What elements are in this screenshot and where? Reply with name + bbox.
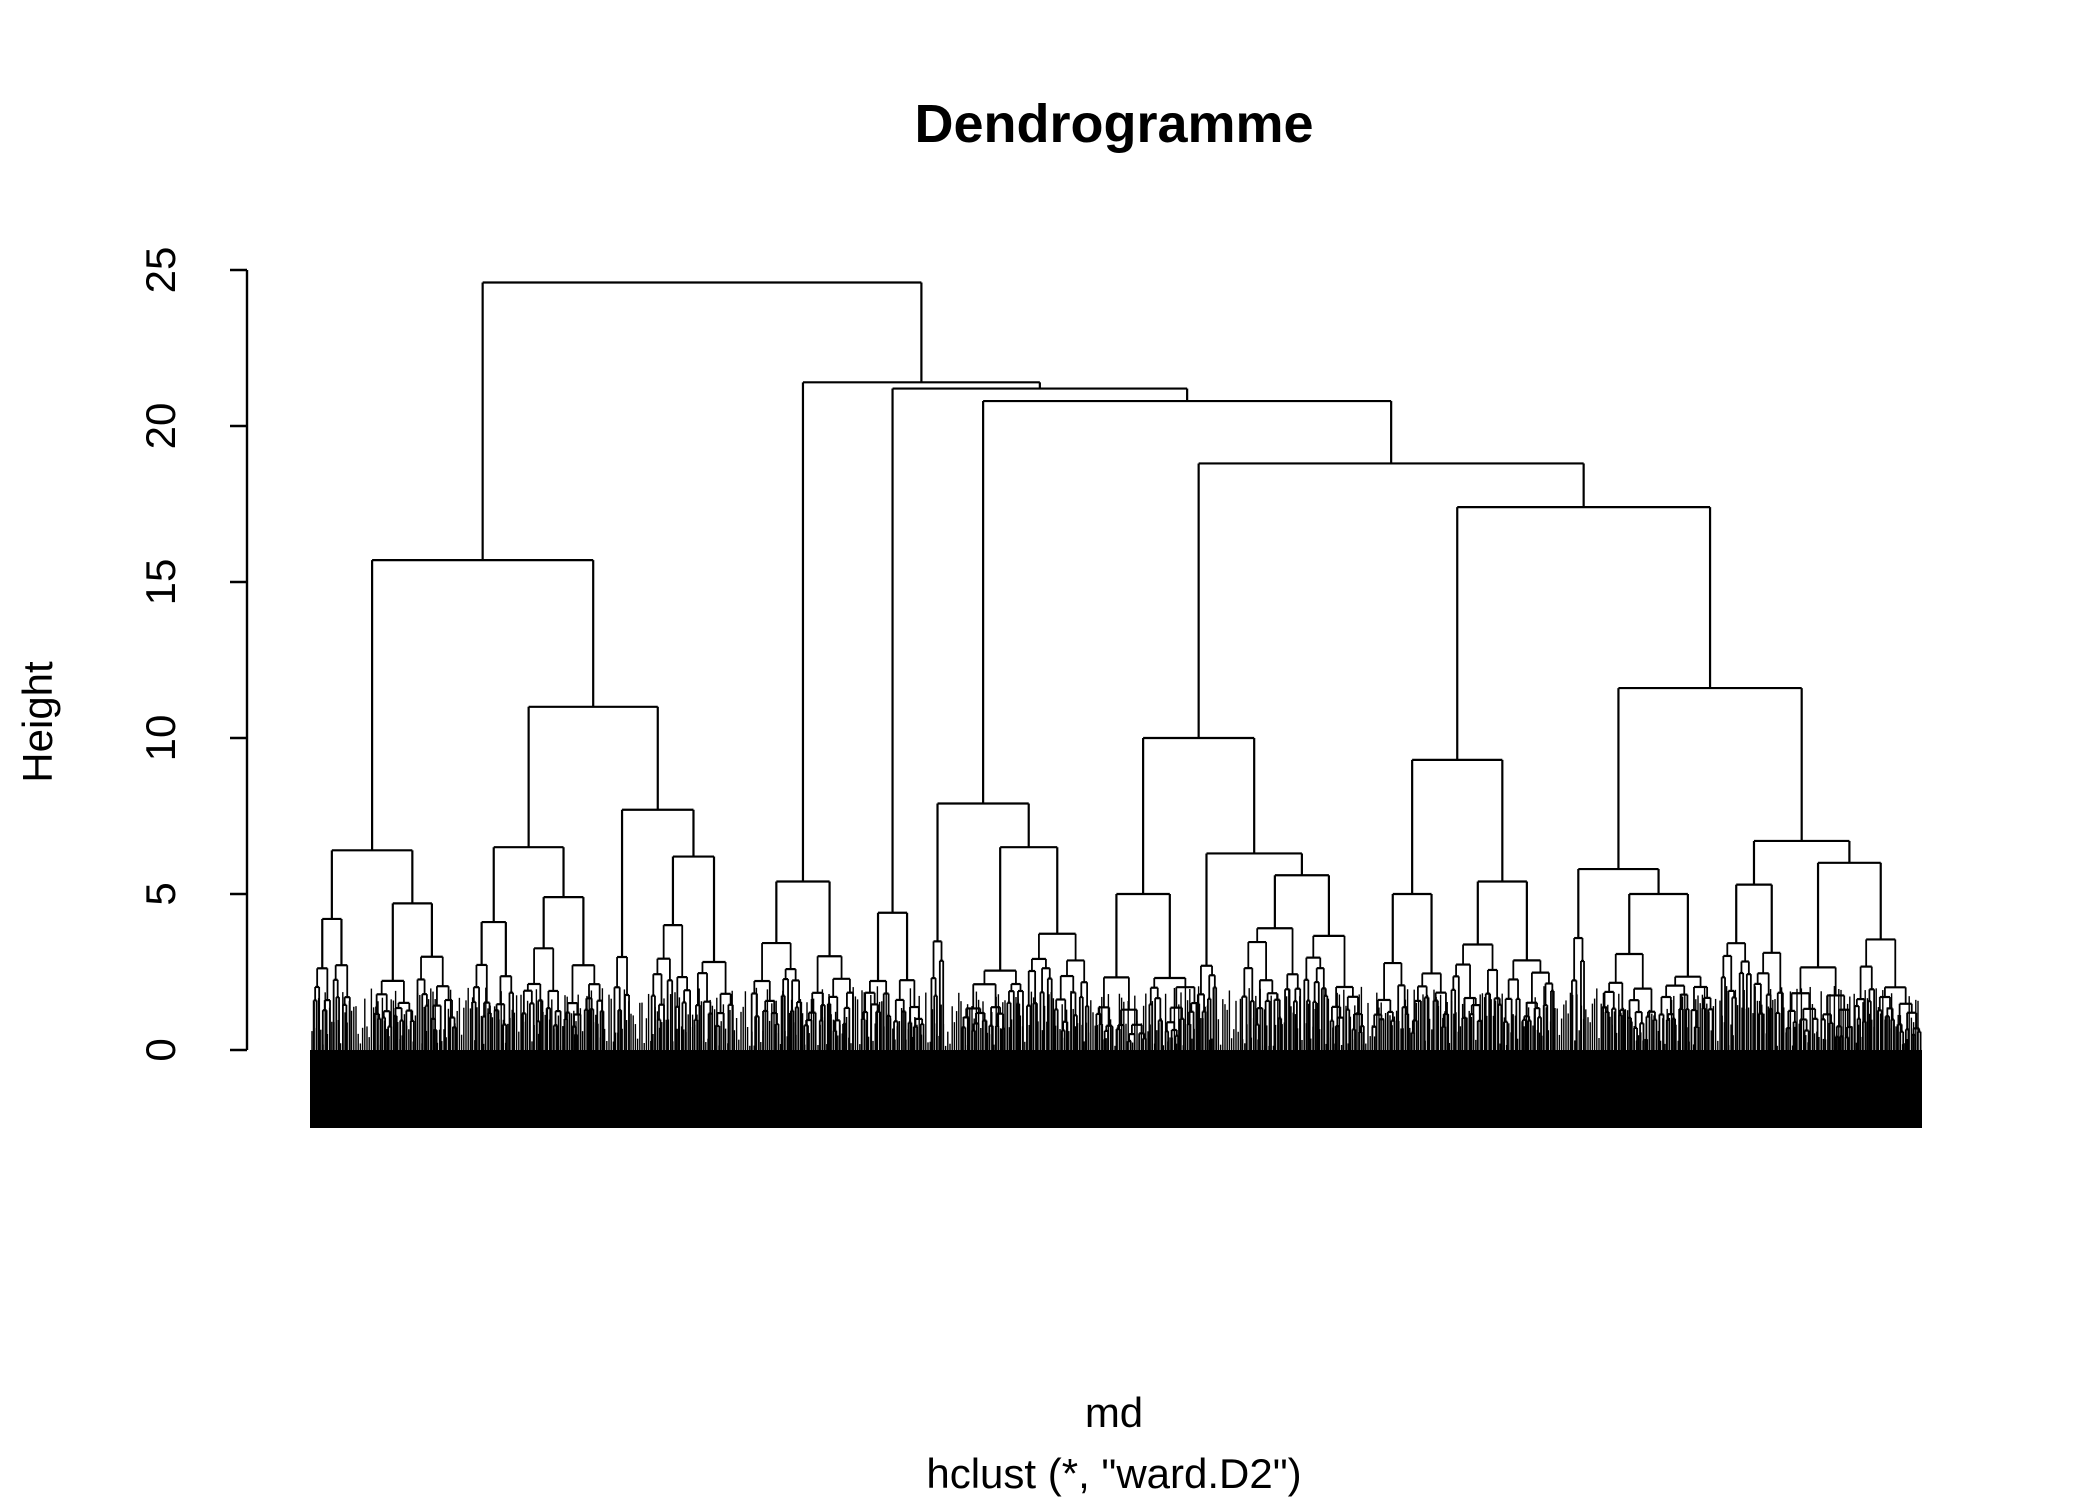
y-tick-label: 5 [137, 882, 184, 905]
y-tick-label: 15 [137, 559, 184, 606]
chart-title: Dendrogramme [914, 94, 1313, 154]
leaf-label-band [310, 1050, 1922, 1128]
y-tick-label: 20 [137, 403, 184, 450]
y-tick-label: 10 [137, 715, 184, 762]
y-axis: 0 5 10 15 20 25 [137, 247, 249, 1062]
y-tick-label: 25 [137, 247, 184, 294]
x-axis-label: md [1085, 1389, 1143, 1436]
chart-subtitle: hclust (*, "ward.D2") [926, 1450, 1301, 1497]
dendrogram-leaves [310, 986, 1922, 1128]
dendrogram-tree [312, 281, 1922, 1050]
y-tick-label: 0 [137, 1038, 184, 1061]
y-axis-label: Height [14, 661, 61, 783]
